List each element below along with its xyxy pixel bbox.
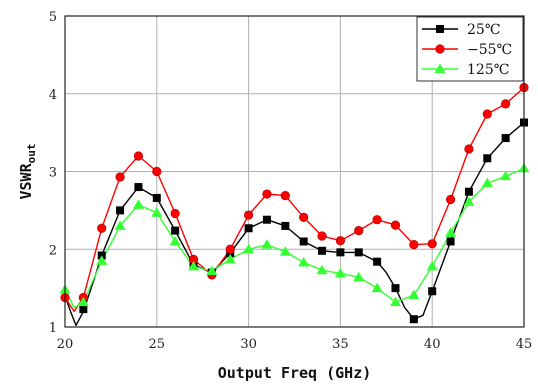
y-tick-label: 5 (49, 10, 57, 25)
series-1-point (170, 208, 180, 219)
series-2-point (316, 264, 328, 275)
series-2-point (206, 265, 218, 276)
series-0-point (391, 284, 400, 293)
series-2-point (243, 243, 255, 254)
legend-label-2: 125℃ (467, 62, 509, 78)
series-0-point (501, 134, 510, 143)
series-line-2 (64, 167, 525, 309)
y-axis-label: VSWRout (17, 144, 38, 200)
x-tick-label: 35 (332, 337, 349, 352)
series-0-point (483, 154, 492, 163)
series-2-point (353, 271, 365, 282)
y-tick-label: 3 (49, 166, 57, 181)
y-tick-label: 2 (49, 243, 57, 258)
series-1-point (317, 231, 327, 241)
series-0-point (464, 187, 473, 196)
x-tick-labels: 20 25 30 35 40 45 (57, 337, 533, 352)
series-2-point (96, 255, 108, 265)
series-0-point (79, 305, 88, 314)
legend: 25℃ −55℃ 125℃ (416, 16, 524, 82)
series-1-point (299, 212, 309, 222)
series-1-point (390, 220, 401, 230)
y-tick-labels: 1 2 3 4 5 (49, 10, 57, 336)
series-1-point (335, 236, 346, 246)
series-0-point (152, 193, 161, 202)
series-0-point (116, 206, 125, 215)
series-1-point (133, 151, 144, 161)
series-1-point (97, 223, 107, 233)
x-axis-label: Output Freq (GHz) (218, 364, 372, 382)
series-curves (64, 86, 525, 327)
svg-text:VSWRout: VSWRout (17, 144, 38, 200)
series-2-point (371, 282, 383, 293)
series-2-point (389, 296, 401, 307)
series-2-point (481, 177, 493, 188)
legend-marker-2 (434, 63, 446, 73)
legend-label-0: 25℃ (467, 22, 500, 38)
y-axis-label-main: VSWR (17, 162, 35, 199)
series-2-point (298, 256, 310, 267)
series-0-point (171, 226, 180, 235)
series-1-point (445, 194, 456, 205)
legend-marker-0 (436, 25, 444, 33)
series-1-point (464, 144, 474, 154)
series-2-point (224, 253, 236, 264)
series-markers (59, 82, 530, 324)
series-1-point (152, 166, 162, 177)
series-1-point (482, 109, 492, 119)
series-0-point (281, 221, 290, 230)
series-2-point (188, 260, 200, 271)
series-2-point (261, 239, 273, 249)
series-1-point (280, 191, 290, 201)
series-2-point (77, 296, 89, 307)
series-0-point (428, 287, 437, 296)
series-0-point (336, 248, 345, 257)
legend-label-1: −55℃ (467, 42, 512, 58)
series-1-point (244, 210, 254, 220)
series-2-point (132, 199, 144, 209)
series-1-point (372, 215, 382, 225)
series-2-point (114, 220, 126, 230)
series-2-point (426, 260, 438, 271)
plot-frame (64, 15, 525, 328)
series-0-point (244, 224, 253, 233)
series-0-point (446, 237, 455, 246)
series-0-point (409, 315, 418, 324)
y-axis-label-sub: out (25, 144, 38, 164)
legend-marker-1 (435, 44, 445, 54)
x-tick-label: 20 (57, 337, 74, 352)
series-1-point (501, 99, 511, 109)
series-0-point (134, 183, 143, 192)
series-0-point (318, 246, 327, 255)
series-1-point (409, 239, 419, 250)
series-2-point (334, 267, 346, 278)
x-tick-label: 25 (149, 337, 166, 352)
series-0-point (373, 257, 382, 266)
x-tick-label: 45 (516, 337, 533, 352)
series-2-point (151, 207, 163, 217)
series-2-point (445, 227, 457, 237)
series-1-point (354, 225, 364, 236)
series-0-point (354, 248, 363, 257)
series-2-point (169, 235, 181, 246)
series-1-point (225, 244, 235, 254)
series-0-point (262, 215, 271, 224)
series-2-point (500, 170, 512, 181)
y-tick-label: 1 (49, 321, 57, 336)
series-1-point (427, 239, 437, 249)
series-1-point (115, 172, 125, 182)
series-2-point (408, 289, 420, 300)
x-tick-label: 40 (424, 337, 441, 352)
y-tick-label: 4 (49, 88, 57, 103)
series-0-point (299, 237, 308, 246)
series-2-point (279, 246, 291, 256)
x-tick-label: 30 (240, 337, 257, 352)
series-2-point (463, 196, 475, 206)
series-1-point (262, 189, 272, 199)
